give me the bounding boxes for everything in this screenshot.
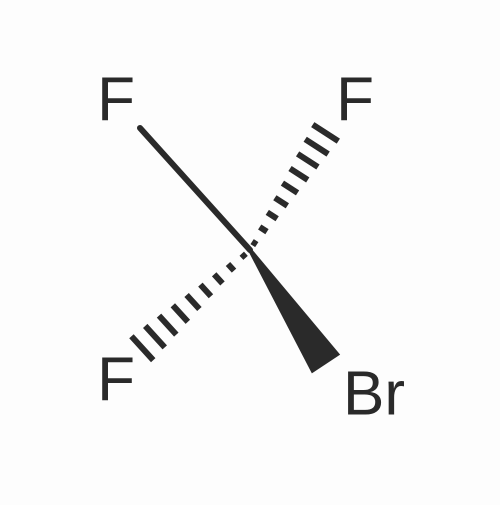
atom-label-br: Br <box>343 359 405 430</box>
atom-label-f3: F <box>97 345 135 416</box>
atom-label-f2: F <box>336 65 374 136</box>
bond-wedge-hash <box>252 125 338 245</box>
atom-label-f1: F <box>97 65 135 136</box>
bond-solid <box>140 128 250 250</box>
chemical-structure-diagram: F F F Br <box>0 0 500 500</box>
bond-layer <box>0 0 500 500</box>
bond-wedge-hash <box>131 254 245 360</box>
bond-wedge-solid <box>248 249 340 374</box>
